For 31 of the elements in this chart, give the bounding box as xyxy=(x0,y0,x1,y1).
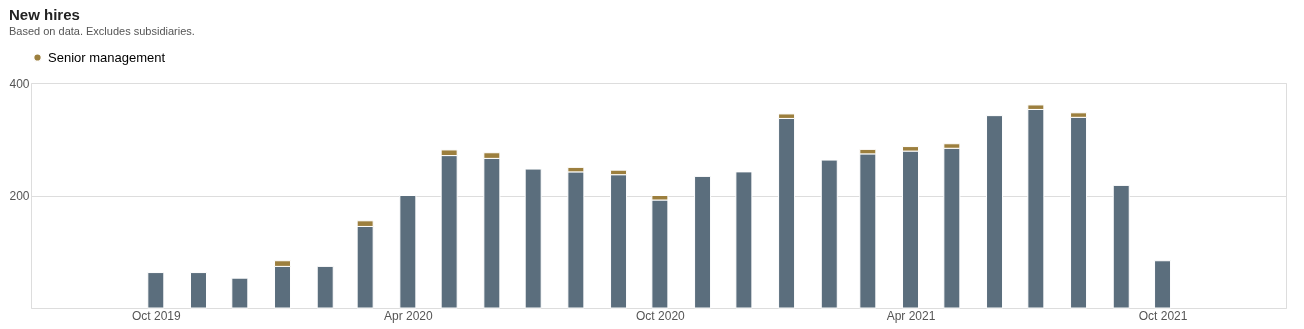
bar xyxy=(1070,116,1088,309)
bar xyxy=(190,272,208,309)
bar xyxy=(986,115,1004,309)
x-tick-label: Oct 2019 xyxy=(131,308,181,323)
bar xyxy=(735,171,753,309)
bar xyxy=(567,171,585,309)
bar xyxy=(820,159,838,309)
bar xyxy=(316,265,334,309)
y-tick-label: 200 xyxy=(9,189,30,203)
chart-title: New hires xyxy=(8,6,80,23)
bar xyxy=(1112,184,1130,309)
bar xyxy=(859,153,877,309)
legend-label: Senior management xyxy=(48,49,166,65)
x-tick-label: Oct 2021 xyxy=(1138,308,1188,323)
bar xyxy=(943,147,961,309)
bar xyxy=(694,175,712,309)
bar xyxy=(651,199,669,309)
bar xyxy=(610,174,628,309)
bar xyxy=(902,150,920,309)
x-tick-label: Oct 2020 xyxy=(636,308,686,323)
bar xyxy=(399,195,417,309)
x-tick-label: Apr 2020 xyxy=(384,308,434,323)
bar xyxy=(147,272,165,309)
bar xyxy=(1027,108,1045,309)
chart-subtitle: Based on data. Excludes subsidiaries. xyxy=(8,25,195,37)
bar xyxy=(524,168,542,309)
bar xyxy=(778,117,796,309)
y-tick-label: 400 xyxy=(9,76,30,91)
bar xyxy=(231,277,249,309)
bar xyxy=(1154,260,1172,309)
x-tick-label: Apr 2021 xyxy=(886,308,936,323)
